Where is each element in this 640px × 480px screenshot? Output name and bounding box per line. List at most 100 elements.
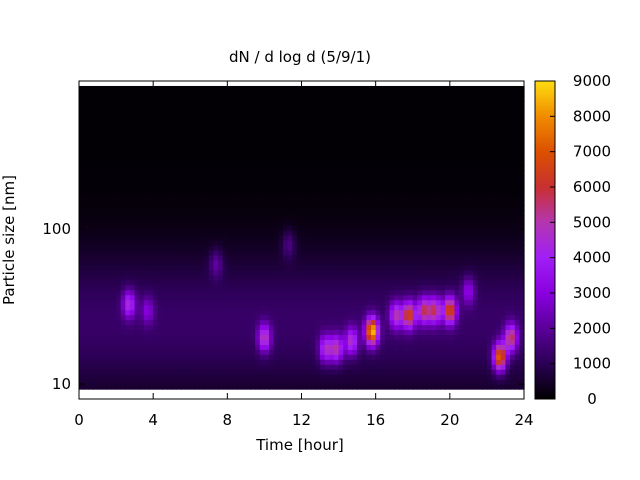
heatmap-cell: [222, 145, 228, 152]
heatmap-cell: [102, 359, 108, 365]
heatmap-cell: [269, 249, 275, 256]
heatmap-cell: [194, 294, 201, 301]
heatmap-cell: [167, 135, 173, 142]
heatmap-cell: [255, 220, 261, 226]
heatmap-cell: [176, 269, 182, 276]
heatmap-cell: [384, 309, 391, 316]
heatmap-cell: [153, 259, 159, 266]
heatmap-cell: [120, 125, 126, 132]
heatmap-cell: [389, 334, 395, 340]
heatmap-cell: [129, 279, 136, 286]
heatmap-cell: [380, 155, 386, 162]
heatmap-cell: [315, 329, 321, 336]
heatmap-cell: [227, 329, 233, 336]
heatmap-cell: [338, 289, 344, 296]
heatmap-cell: [139, 374, 145, 380]
heatmap-cell: [445, 145, 451, 152]
heatmap-cell: [371, 155, 377, 162]
heatmap-cell: [194, 254, 201, 261]
heatmap-cell: [250, 95, 256, 102]
heatmap-cell: [273, 309, 279, 316]
heatmap-cell: [106, 264, 113, 271]
heatmap-cell: [445, 269, 451, 276]
heatmap-cell: [259, 344, 266, 350]
heatmap-cell: [449, 359, 456, 365]
heatmap-cell: [310, 140, 317, 147]
heatmap-cell: [148, 284, 154, 291]
heatmap-cell: [315, 334, 321, 340]
heatmap-cell: [445, 95, 451, 102]
heatmap-cell: [79, 190, 85, 196]
heatmap-cell: [310, 180, 317, 186]
heatmap-cell: [394, 279, 400, 286]
heatmap-cell: [324, 374, 330, 380]
heatmap-cell: [449, 135, 456, 142]
heatmap-cell: [357, 374, 363, 380]
heatmap-cell: [190, 100, 196, 107]
heatmap-cell: [269, 299, 275, 306]
heatmap-cell: [250, 100, 256, 107]
heatmap-cell: [143, 150, 150, 157]
heatmap-cell: [102, 369, 108, 375]
heatmap-cell: [269, 205, 275, 211]
heatmap-cell: [375, 299, 381, 306]
heatmap-cell: [194, 344, 201, 350]
heatmap-cell: [185, 354, 191, 360]
heatmap-cell: [190, 304, 196, 311]
heatmap-cell: [343, 364, 349, 370]
heatmap-cell: [153, 95, 159, 102]
heatmap-cell: [167, 294, 173, 301]
heatmap-cell: [403, 259, 409, 266]
heatmap-cell: [250, 294, 256, 301]
heatmap-cell: [125, 274, 131, 281]
heatmap-cell: [218, 364, 224, 370]
heatmap-cell: [292, 180, 298, 186]
heatmap-cell: [194, 259, 201, 266]
heatmap-cell: [282, 384, 289, 390]
heatmap-cell: [417, 269, 423, 276]
heatmap-cell: [394, 344, 400, 350]
heatmap-cell: [106, 140, 113, 147]
heatmap-cell: [255, 259, 261, 266]
heatmap-cell: [412, 140, 418, 147]
heatmap-cell: [120, 359, 126, 365]
heatmap-cell: [213, 175, 219, 181]
heatmap-cell: [97, 105, 103, 112]
heatmap-cell: [222, 185, 228, 191]
heatmap-cell: [231, 279, 238, 286]
heatmap-cell: [380, 294, 386, 301]
heatmap-cell: [236, 145, 242, 152]
heatmap-cell: [106, 235, 113, 241]
heatmap-cell: [245, 379, 252, 385]
heatmap-cell: [250, 225, 256, 231]
heatmap-cell: [440, 210, 446, 216]
heatmap-cell: [287, 374, 293, 380]
heatmap-cell: [357, 384, 363, 390]
heatmap-cell: [398, 264, 405, 271]
heatmap-cell: [245, 299, 252, 306]
heatmap-cell: [208, 180, 215, 186]
heatmap-cell: [426, 95, 432, 102]
heatmap-cell: [426, 364, 432, 370]
heatmap-cell: [422, 150, 428, 157]
heatmap-cell: [352, 294, 358, 301]
heatmap-cell: [403, 155, 409, 162]
heatmap-cell: [269, 344, 275, 350]
heatmap-cell: [454, 205, 460, 211]
heatmap-cell: [449, 339, 456, 345]
heatmap-cell: [278, 279, 284, 286]
heatmap-cell: [445, 304, 451, 311]
heatmap-cell: [185, 235, 191, 241]
heatmap-cell: [292, 195, 298, 201]
heatmap-cell: [236, 344, 242, 350]
heatmap-cell: [449, 90, 456, 97]
heatmap-cell: [426, 329, 432, 336]
heatmap-cell: [454, 244, 460, 251]
heatmap-cell: [454, 324, 460, 331]
heatmap-cell: [398, 135, 405, 142]
heatmap-cell: [157, 115, 164, 122]
heatmap-cell: [231, 309, 238, 316]
heatmap-cell: [371, 299, 377, 306]
heatmap-cell: [292, 274, 298, 281]
heatmap-cell: [347, 339, 354, 345]
